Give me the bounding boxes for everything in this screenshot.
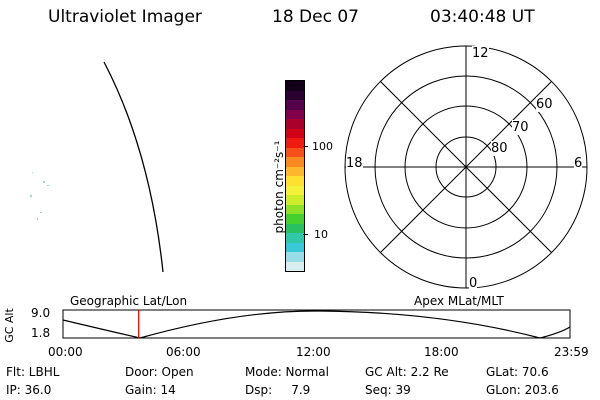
mlt-label-6: 6 <box>574 156 583 171</box>
track-right-title: Apex MLat/MLT <box>414 294 504 308</box>
track-tick-1200: 12:00 <box>296 345 331 359</box>
colorbar-segment <box>286 90 304 100</box>
time-label: 03:40:48 UT <box>430 7 535 27</box>
colorbar-segment <box>286 233 304 243</box>
colorbar-segment <box>286 100 304 110</box>
info-door: Door: Open <box>125 365 194 379</box>
colorbar-segment <box>286 119 304 129</box>
track-frame <box>62 309 571 339</box>
colorbar-segment <box>286 147 304 157</box>
info-dsp: Dsp: 7.9 <box>245 383 311 397</box>
colorbar-tick-10: 10 <box>314 228 328 241</box>
colorbar-segment <box>286 204 304 214</box>
track-tick-2359: 23:59 <box>554 345 589 359</box>
colorbar-segment <box>286 185 304 195</box>
info-gc-alt: GC Alt: 2.2 Re <box>365 365 449 379</box>
info-seq: Seq: 39 <box>365 383 411 397</box>
colorbar-segment <box>286 157 304 167</box>
limb-arc <box>103 61 164 273</box>
meridian-diag-2 <box>380 81 552 253</box>
colorbar-tick-100-mark <box>303 146 308 147</box>
colorbar-segment <box>286 223 304 233</box>
colorbar-segment <box>286 81 304 91</box>
noise-specks <box>30 172 49 220</box>
date-label: 18 Dec 07 <box>272 7 359 27</box>
colorbar-segment <box>286 195 304 205</box>
colorbar <box>285 80 305 272</box>
mlat-label-80: 80 <box>491 141 508 156</box>
info-glat: GLat: 70.6 <box>486 365 549 379</box>
colorbar-segment <box>286 128 304 138</box>
track-y-bottom: 1.8 <box>31 326 51 340</box>
colorbar-tick-100: 100 <box>312 140 333 153</box>
colorbar-segment <box>286 166 304 176</box>
colorbar-segment <box>286 252 304 262</box>
info-glon: GLon: 203.6 <box>486 383 559 397</box>
colorbar-segment <box>286 214 304 224</box>
info-gain: Gain: 14 <box>125 383 176 397</box>
colorbar-segment <box>286 138 304 148</box>
info-filter: Flt: LBHL <box>6 365 60 379</box>
track-tick-0600: 06:00 <box>166 345 201 359</box>
track-tick-0000: 00:00 <box>48 345 83 359</box>
mlt-label-12: 12 <box>472 46 489 61</box>
info-ip: IP: 36.0 <box>6 383 52 397</box>
altitude-curve <box>62 310 571 339</box>
info-mode: Mode: Normal <box>245 365 329 379</box>
colorbar-segment <box>286 109 304 119</box>
colorbar-segment <box>286 176 304 186</box>
instrument-title: Ultraviolet Imager <box>48 7 202 27</box>
colorbar-segment <box>286 242 304 252</box>
mlat-label-60: 60 <box>536 97 553 112</box>
mlt-label-18: 18 <box>346 156 363 171</box>
mlt-label-0: 0 <box>469 276 478 291</box>
mlat-label-70: 70 <box>512 120 529 135</box>
track-tick-1800: 18:00 <box>424 345 459 359</box>
colorbar-segment <box>286 261 304 271</box>
colorbar-tick-10-mark <box>303 234 308 235</box>
track-y-top: 9.0 <box>31 306 51 320</box>
track-left-title: Geographic Lat/Lon <box>70 294 188 308</box>
